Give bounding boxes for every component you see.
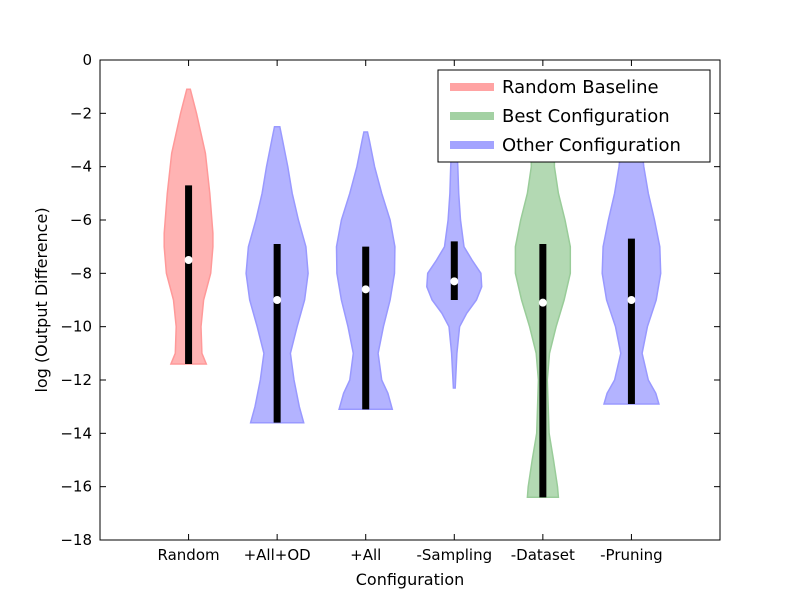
x-axis-ticks: Random +All+OD +All -Sampling -Dataset -Pruni… bbox=[158, 60, 663, 564]
y-axis-ticks: 0 −2 −4 −6 −8 −10 −12 −14 −16 −18 bbox=[60, 51, 720, 549]
y-tick-label: −6 bbox=[70, 211, 92, 229]
quartile-bars-layer bbox=[184, 185, 636, 498]
y-tick-label: 0 bbox=[82, 51, 92, 69]
legend-swatch bbox=[450, 141, 494, 149]
legend-label: Best Configuration bbox=[502, 106, 670, 127]
y-tick-label: −14 bbox=[60, 424, 92, 442]
x-tick-label: -Pruning bbox=[600, 546, 663, 564]
legend-label: Random Baseline bbox=[502, 77, 659, 98]
x-tick-label: -Sampling bbox=[416, 546, 492, 564]
y-tick-label: −2 bbox=[70, 104, 92, 122]
legend-swatch bbox=[450, 83, 494, 91]
legend-label: Other Configuration bbox=[502, 135, 681, 156]
y-tick-label: −8 bbox=[70, 264, 92, 282]
median-marker-2 bbox=[273, 296, 282, 304]
x-tick-label: +All bbox=[350, 546, 381, 564]
y-tick-label: −16 bbox=[60, 478, 92, 496]
y-tick-label: −18 bbox=[60, 531, 92, 549]
x-tick-label: +All+OD bbox=[244, 546, 311, 564]
y-tick-label: −4 bbox=[70, 158, 92, 176]
median-marker-6 bbox=[627, 296, 636, 304]
x-axis-label: Configuration bbox=[356, 570, 465, 589]
y-tick-label: −10 bbox=[60, 318, 92, 336]
median-marker-4 bbox=[450, 277, 459, 286]
legend-swatch bbox=[450, 112, 494, 120]
median-marker-5 bbox=[538, 298, 547, 307]
y-tick-label: −12 bbox=[60, 371, 92, 389]
y-axis-label: log (Output Difference) bbox=[32, 207, 51, 392]
median-marker-1 bbox=[184, 256, 193, 264]
median-marker-3 bbox=[361, 285, 370, 294]
legend: Random Baseline Best Configuration Other C… bbox=[437, 69, 711, 163]
plot-area-frame bbox=[99, 59, 721, 541]
x-tick-label: Random bbox=[158, 546, 220, 564]
x-tick-label: -Dataset bbox=[511, 546, 575, 564]
